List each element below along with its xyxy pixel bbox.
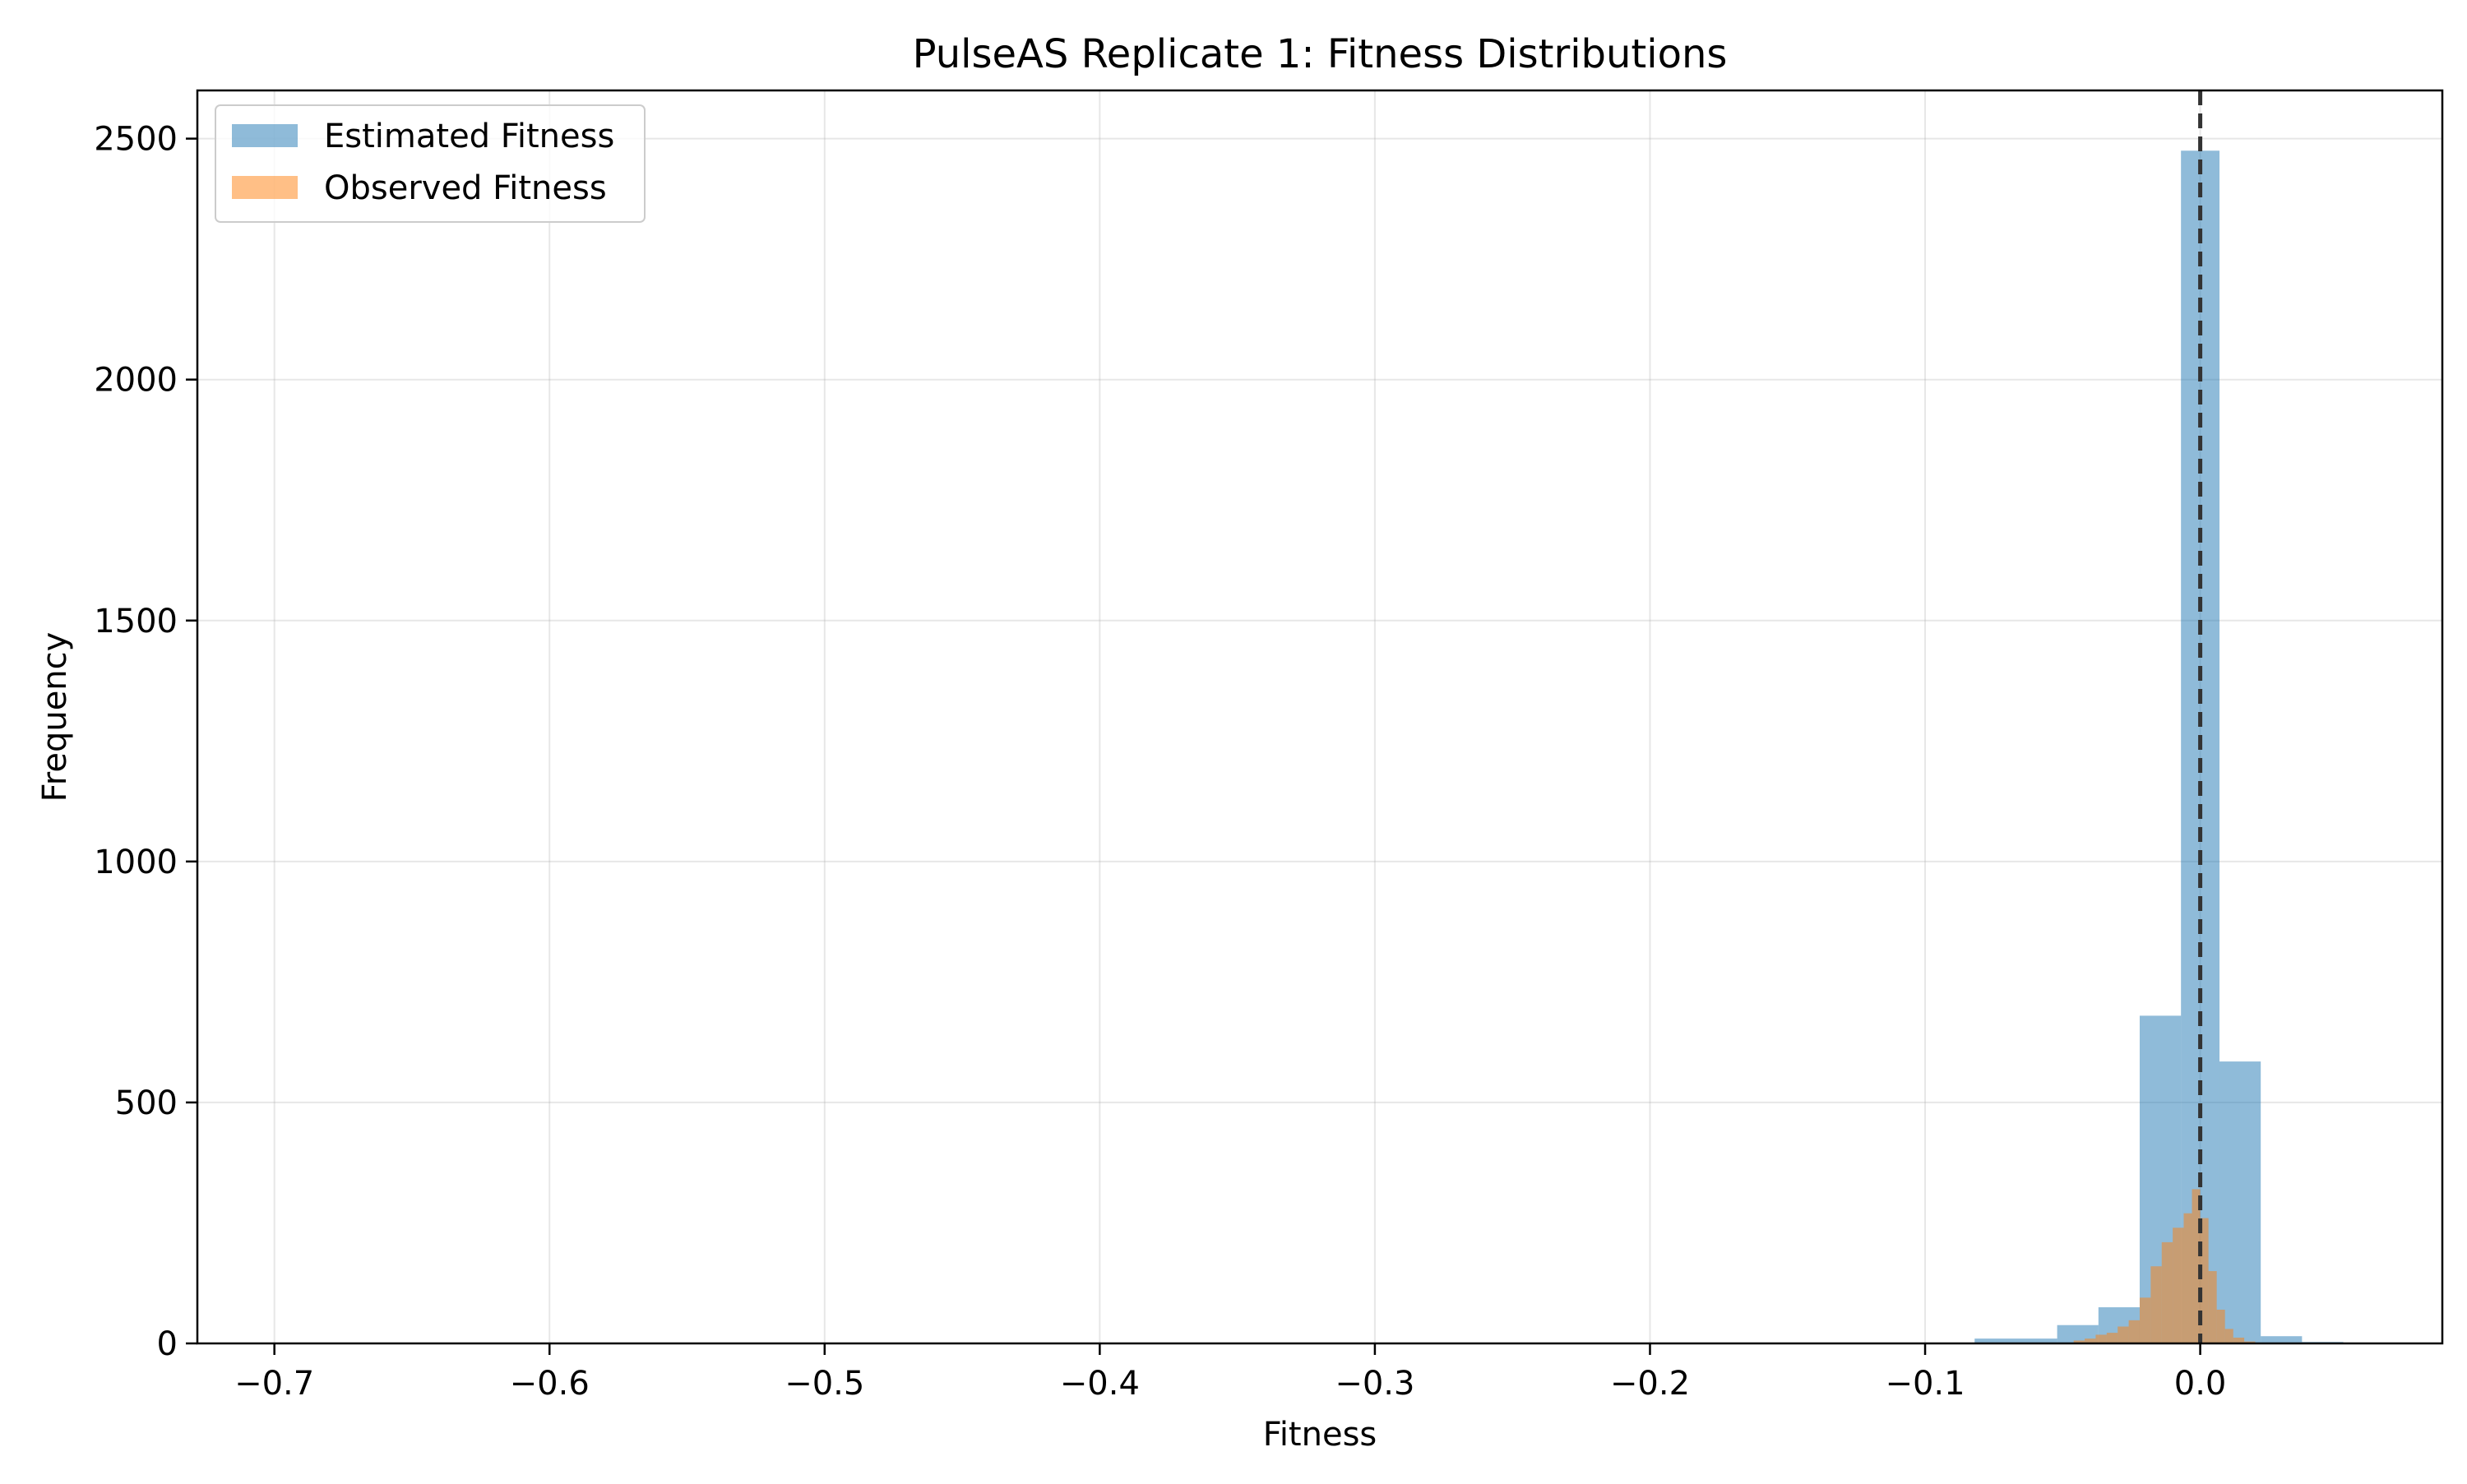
legend-label-estimated: Estimated Fitness xyxy=(324,118,614,155)
y-tick-label: 1500 xyxy=(94,603,178,640)
observed-fitness-bar xyxy=(2150,1266,2162,1343)
estimated-fitness-bar xyxy=(2219,1061,2261,1343)
y-tick-label: 2000 xyxy=(94,362,178,400)
axis-ticks: −0.7 −0.6 −0.5 −0.4 −0.3 −0.2 −0.1 0.0 0 500 1000 1… xyxy=(94,121,2226,1403)
legend-swatch-estimated xyxy=(232,124,298,147)
estimated-fitness-bar xyxy=(1974,1338,2057,1343)
y-axis-label: Frequency xyxy=(36,632,74,802)
legend-label-observed: Observed Fitness xyxy=(324,169,607,207)
y-tick-label: 2500 xyxy=(94,121,178,159)
y-tick-label: 1000 xyxy=(94,844,178,881)
observed-fitness-bar xyxy=(2161,1241,2173,1343)
observed-fitness-bar xyxy=(2216,1309,2225,1343)
x-tick-label: 0.0 xyxy=(2174,1365,2227,1403)
observed-fitness-bar xyxy=(2208,1271,2217,1343)
chart-title: PulseAS Replicate 1: Fitness Distributio… xyxy=(913,31,1728,77)
x-tick-label: −0.7 xyxy=(234,1365,314,1403)
legend: Estimated Fitness Observed Fitness xyxy=(215,104,646,223)
observed-fitness-bar xyxy=(2118,1326,2129,1343)
observed-fitness-bar xyxy=(2139,1297,2151,1343)
observed-fitness-bar xyxy=(2106,1333,2118,1343)
observed-fitness-bar xyxy=(2128,1320,2140,1343)
y-tick-label: 0 xyxy=(157,1325,178,1363)
observed-fitness-bar xyxy=(2073,1340,2085,1343)
estimated-fitness-bar xyxy=(2261,1336,2303,1343)
x-tick-label: −0.4 xyxy=(1060,1365,1140,1403)
observed-fitness-bar xyxy=(2183,1213,2192,1343)
x-tick-label: −0.5 xyxy=(785,1365,864,1403)
observed-fitness-bar xyxy=(2224,1329,2233,1343)
x-axis-label: Fitness xyxy=(1263,1416,1377,1454)
y-tick-label: 500 xyxy=(115,1084,178,1122)
x-tick-label: −0.3 xyxy=(1335,1365,1414,1403)
x-tick-label: −0.2 xyxy=(1610,1365,1690,1403)
legend-swatch-observed xyxy=(232,176,298,199)
observed-fitness-bar xyxy=(2200,1218,2209,1343)
plot-frame xyxy=(196,89,2444,1345)
observed-fitness-bar xyxy=(2085,1338,2096,1343)
observed-fitness-bar xyxy=(2192,1189,2201,1343)
x-tick-label: −0.1 xyxy=(1885,1365,1965,1403)
x-tick-label: −0.6 xyxy=(510,1365,590,1403)
legend-box xyxy=(215,104,646,223)
observed-fitness-bar xyxy=(2095,1334,2107,1343)
observed-fitness-bar xyxy=(2173,1227,2184,1343)
observed-fitness-bar xyxy=(2233,1337,2245,1343)
